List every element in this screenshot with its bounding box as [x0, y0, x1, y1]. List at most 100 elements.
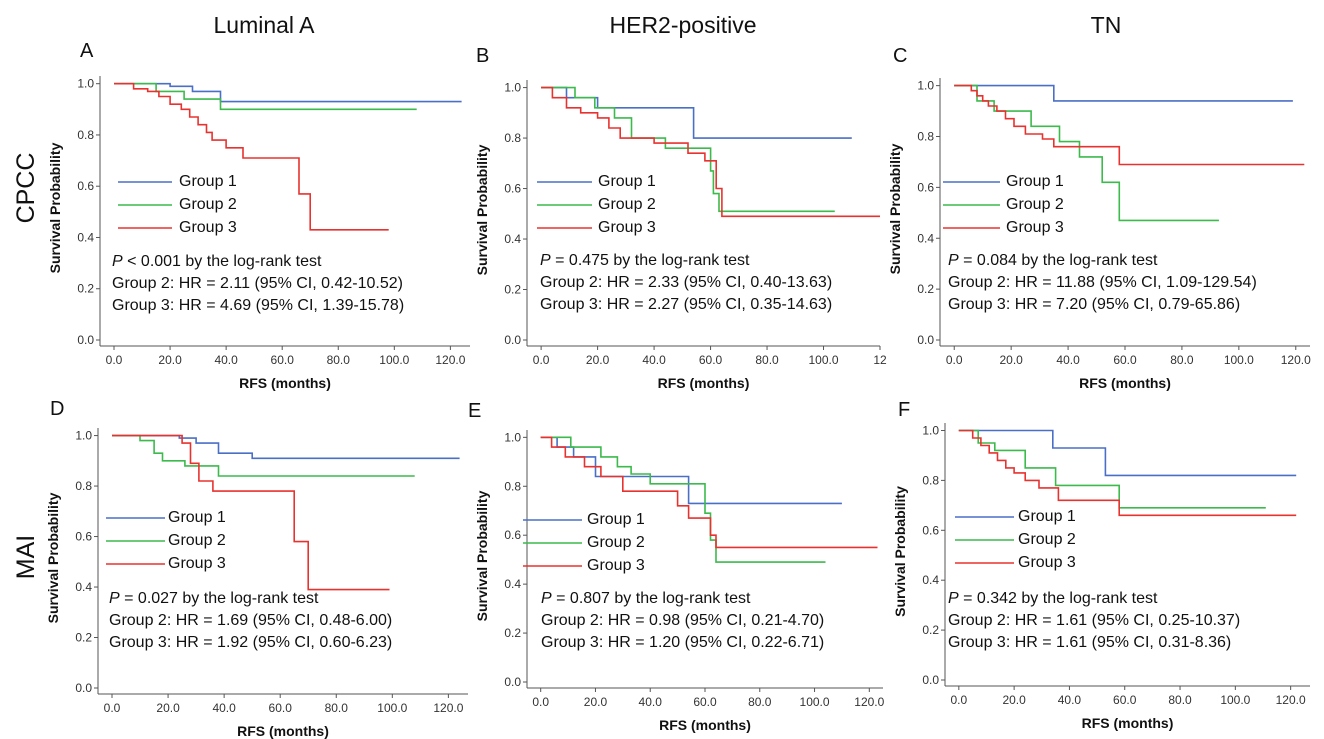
logrank-test-text: P = 0.342 by the log-rank test	[948, 590, 1158, 607]
panel-label: E	[468, 400, 481, 422]
hr-group-2-text: Group 2: HR = 11.88 (95% CI, 1.09-129.54…	[948, 274, 1257, 291]
y-tick-label: 1.0	[504, 81, 521, 95]
hr-group-3-text: Group 3: HR = 7.20 (95% CI, 0.79-65.86)	[948, 296, 1240, 313]
legend: Group 1 Group 2 Group 3	[106, 509, 226, 572]
panel-c: C 0.0 0.2 0.4 0.6 0.8 1.0 0.0 20.0 40.0 60.0 80.0 1…	[887, 45, 1311, 391]
x-tick-label: 0.0	[532, 695, 549, 709]
panel-a-axes: 0.0 0.2 0.4 0.6 0.8 1.0 0.0 20.0 40.0 60.0 80.0 100…	[47, 76, 470, 391]
panel-label: D	[50, 398, 64, 420]
x-tick-label: 0.0	[104, 701, 121, 715]
km-curve-group-3	[114, 82, 389, 231]
x-tick-label: 40.0	[214, 353, 238, 367]
y-tick-label: 1.0	[77, 77, 94, 91]
legend: Group 1 Group 2 Group 3	[523, 511, 645, 574]
x-tick-label: 100.0	[1224, 353, 1254, 367]
x-tick-label: 80.0	[755, 353, 779, 367]
km-curve-group-3	[958, 429, 1297, 517]
hr-group-2-text: Group 2: HR = 1.61 (95% CI, 0.25-10.37)	[948, 612, 1240, 629]
y-tick-label: 1.0	[75, 429, 92, 443]
x-tick-label: 0.0	[950, 693, 967, 707]
x-tick-label: 60.0	[1113, 693, 1137, 707]
y-tick-label: 0.2	[75, 631, 92, 645]
x-tick-label: 60.0	[269, 701, 293, 715]
column-title-her2-positive: HER2-positive	[610, 12, 757, 38]
x-tick-label: 40.0	[212, 701, 236, 715]
y-tick-label: 0.4	[504, 577, 521, 591]
y-axis-title: Survival Probability	[47, 142, 63, 273]
panel-label: A	[80, 40, 94, 62]
x-tick-label: 60.0	[1113, 353, 1137, 367]
row-title-mai: MAI	[12, 535, 40, 579]
legend-label-group-3: Group 3	[1006, 219, 1064, 236]
y-tick-label: 0.8	[917, 130, 934, 144]
logrank-test-text: P = 0.807 by the log-rank test	[541, 590, 751, 607]
logrank-test-text: P = 0.027 by the log-rank test	[109, 590, 319, 607]
logrank-test-text: P = 0.475 by the log-rank test	[540, 252, 750, 269]
x-tick-label: 40.0	[1058, 693, 1082, 707]
panel-a: A 0.0 0.2 0.4 0.6 0.8 1.0 0.0 20.0 40.0 60.0 80.0 1…	[47, 40, 470, 391]
hr-group-3-text: Group 3: HR = 1.20 (95% CI, 0.22-6.71)	[541, 634, 824, 651]
y-tick-label: 0.0	[504, 333, 521, 347]
km-curve-group-1	[541, 86, 852, 139]
y-tick-label: 0.0	[922, 673, 939, 687]
column-title-luminal-a: Luminal A	[213, 12, 315, 38]
y-tick-label: 0.2	[504, 626, 521, 640]
column-title-tn: TN	[1091, 12, 1122, 38]
panel-label: B	[476, 45, 489, 67]
x-tick-label: 120.0	[433, 701, 463, 715]
legend-label-group-1: Group 1	[1006, 173, 1064, 190]
y-tick-label: 0.4	[75, 580, 92, 594]
x-axis-title: RFS (months)	[659, 717, 751, 733]
x-tick-label: 0.0	[533, 353, 550, 367]
x-tick-label: 60.0	[693, 695, 717, 709]
legend-label-group-2: Group 2	[179, 196, 237, 213]
x-tick-label: 80.0	[325, 701, 349, 715]
row-title-cpcc: CPCC	[12, 153, 40, 224]
x-tick-label: 60.0	[271, 353, 295, 367]
y-tick-label: 0.6	[75, 530, 92, 544]
panel-label: F	[898, 399, 910, 421]
panel-b: B 0.0 0.2 0.4 0.6 0.8 1.0 0.0 20.0 40.0 60.0 80.0 1…	[474, 45, 887, 391]
x-tick-label: 40.0	[642, 353, 666, 367]
panel-e-curves	[540, 436, 878, 563]
hr-group-3-text: Group 3: HR = 2.27 (95% CI, 0.35-14.63)	[540, 296, 832, 313]
y-tick-label: 0.2	[917, 282, 934, 296]
km-curve-group-2	[540, 436, 826, 563]
y-tick-label: 0.4	[922, 573, 939, 587]
hr-group-2-text: Group 2: HR = 1.69 (95% CI, 0.48-6.00)	[109, 612, 392, 629]
x-tick-label: 80.0	[327, 353, 351, 367]
y-tick-label: 0.2	[504, 283, 521, 297]
x-tick-label: 40.0	[639, 695, 663, 709]
legend-label-group-1: Group 1	[1018, 508, 1076, 525]
y-tick-label: 1.0	[922, 423, 939, 437]
y-tick-label: 0.4	[504, 232, 521, 246]
legend-label-group-3: Group 3	[598, 219, 656, 236]
x-tick-label: 60.0	[699, 353, 723, 367]
legend-label-group-3: Group 3	[168, 555, 226, 572]
x-tick-label: 100.0	[800, 695, 830, 709]
x-tick-label: 120.0	[435, 353, 465, 367]
km-curve-group-1	[540, 436, 842, 505]
hr-group-2-text: Group 2: HR = 2.33 (95% CI, 0.40-13.63)	[540, 274, 832, 291]
km-curve-group-1	[958, 429, 1297, 477]
y-tick-label: 0.8	[504, 131, 521, 145]
km-curve-group-1	[954, 84, 1293, 102]
x-tick-label: 120.0	[1281, 353, 1311, 367]
y-tick-label: 0.0	[75, 681, 92, 695]
x-tick-label: 100.0	[379, 353, 409, 367]
x-tick-label: 0.0	[946, 353, 963, 367]
panel-e-axes: 0.0 0.2 0.4 0.6 0.8 1.0 0.0 20.0 40.0 60.0 80.0 100…	[474, 430, 885, 733]
panel-f-axes: 0.0 0.2 0.4 0.6 0.8 1.0 0.0 20.0 40.0 60.0 80.0 100…	[892, 423, 1310, 731]
x-axis-title: RFS (months)	[237, 723, 329, 739]
legend-label-group-2: Group 2	[1018, 531, 1076, 548]
panel-b-axes: 0.0 0.2 0.4 0.6 0.8 1.0 0.0 20.0 40.0 60.0 80.0 100…	[474, 80, 887, 391]
legend: Group 1 Group 2 Group 3	[955, 508, 1076, 571]
y-axis-title: Survival Probability	[474, 490, 490, 621]
x-tick-label: 120.0	[854, 695, 884, 709]
panel-e: E 0.0 0.2 0.4 0.6 0.8 1.0 0.0 20.0 40.0 60.0 80.0 1…	[468, 400, 885, 733]
legend-label-group-2: Group 2	[168, 532, 226, 549]
legend-label-group-2: Group 2	[587, 534, 645, 551]
x-tick-label: 80.0	[748, 695, 772, 709]
x-tick-label: 20.0	[999, 353, 1023, 367]
